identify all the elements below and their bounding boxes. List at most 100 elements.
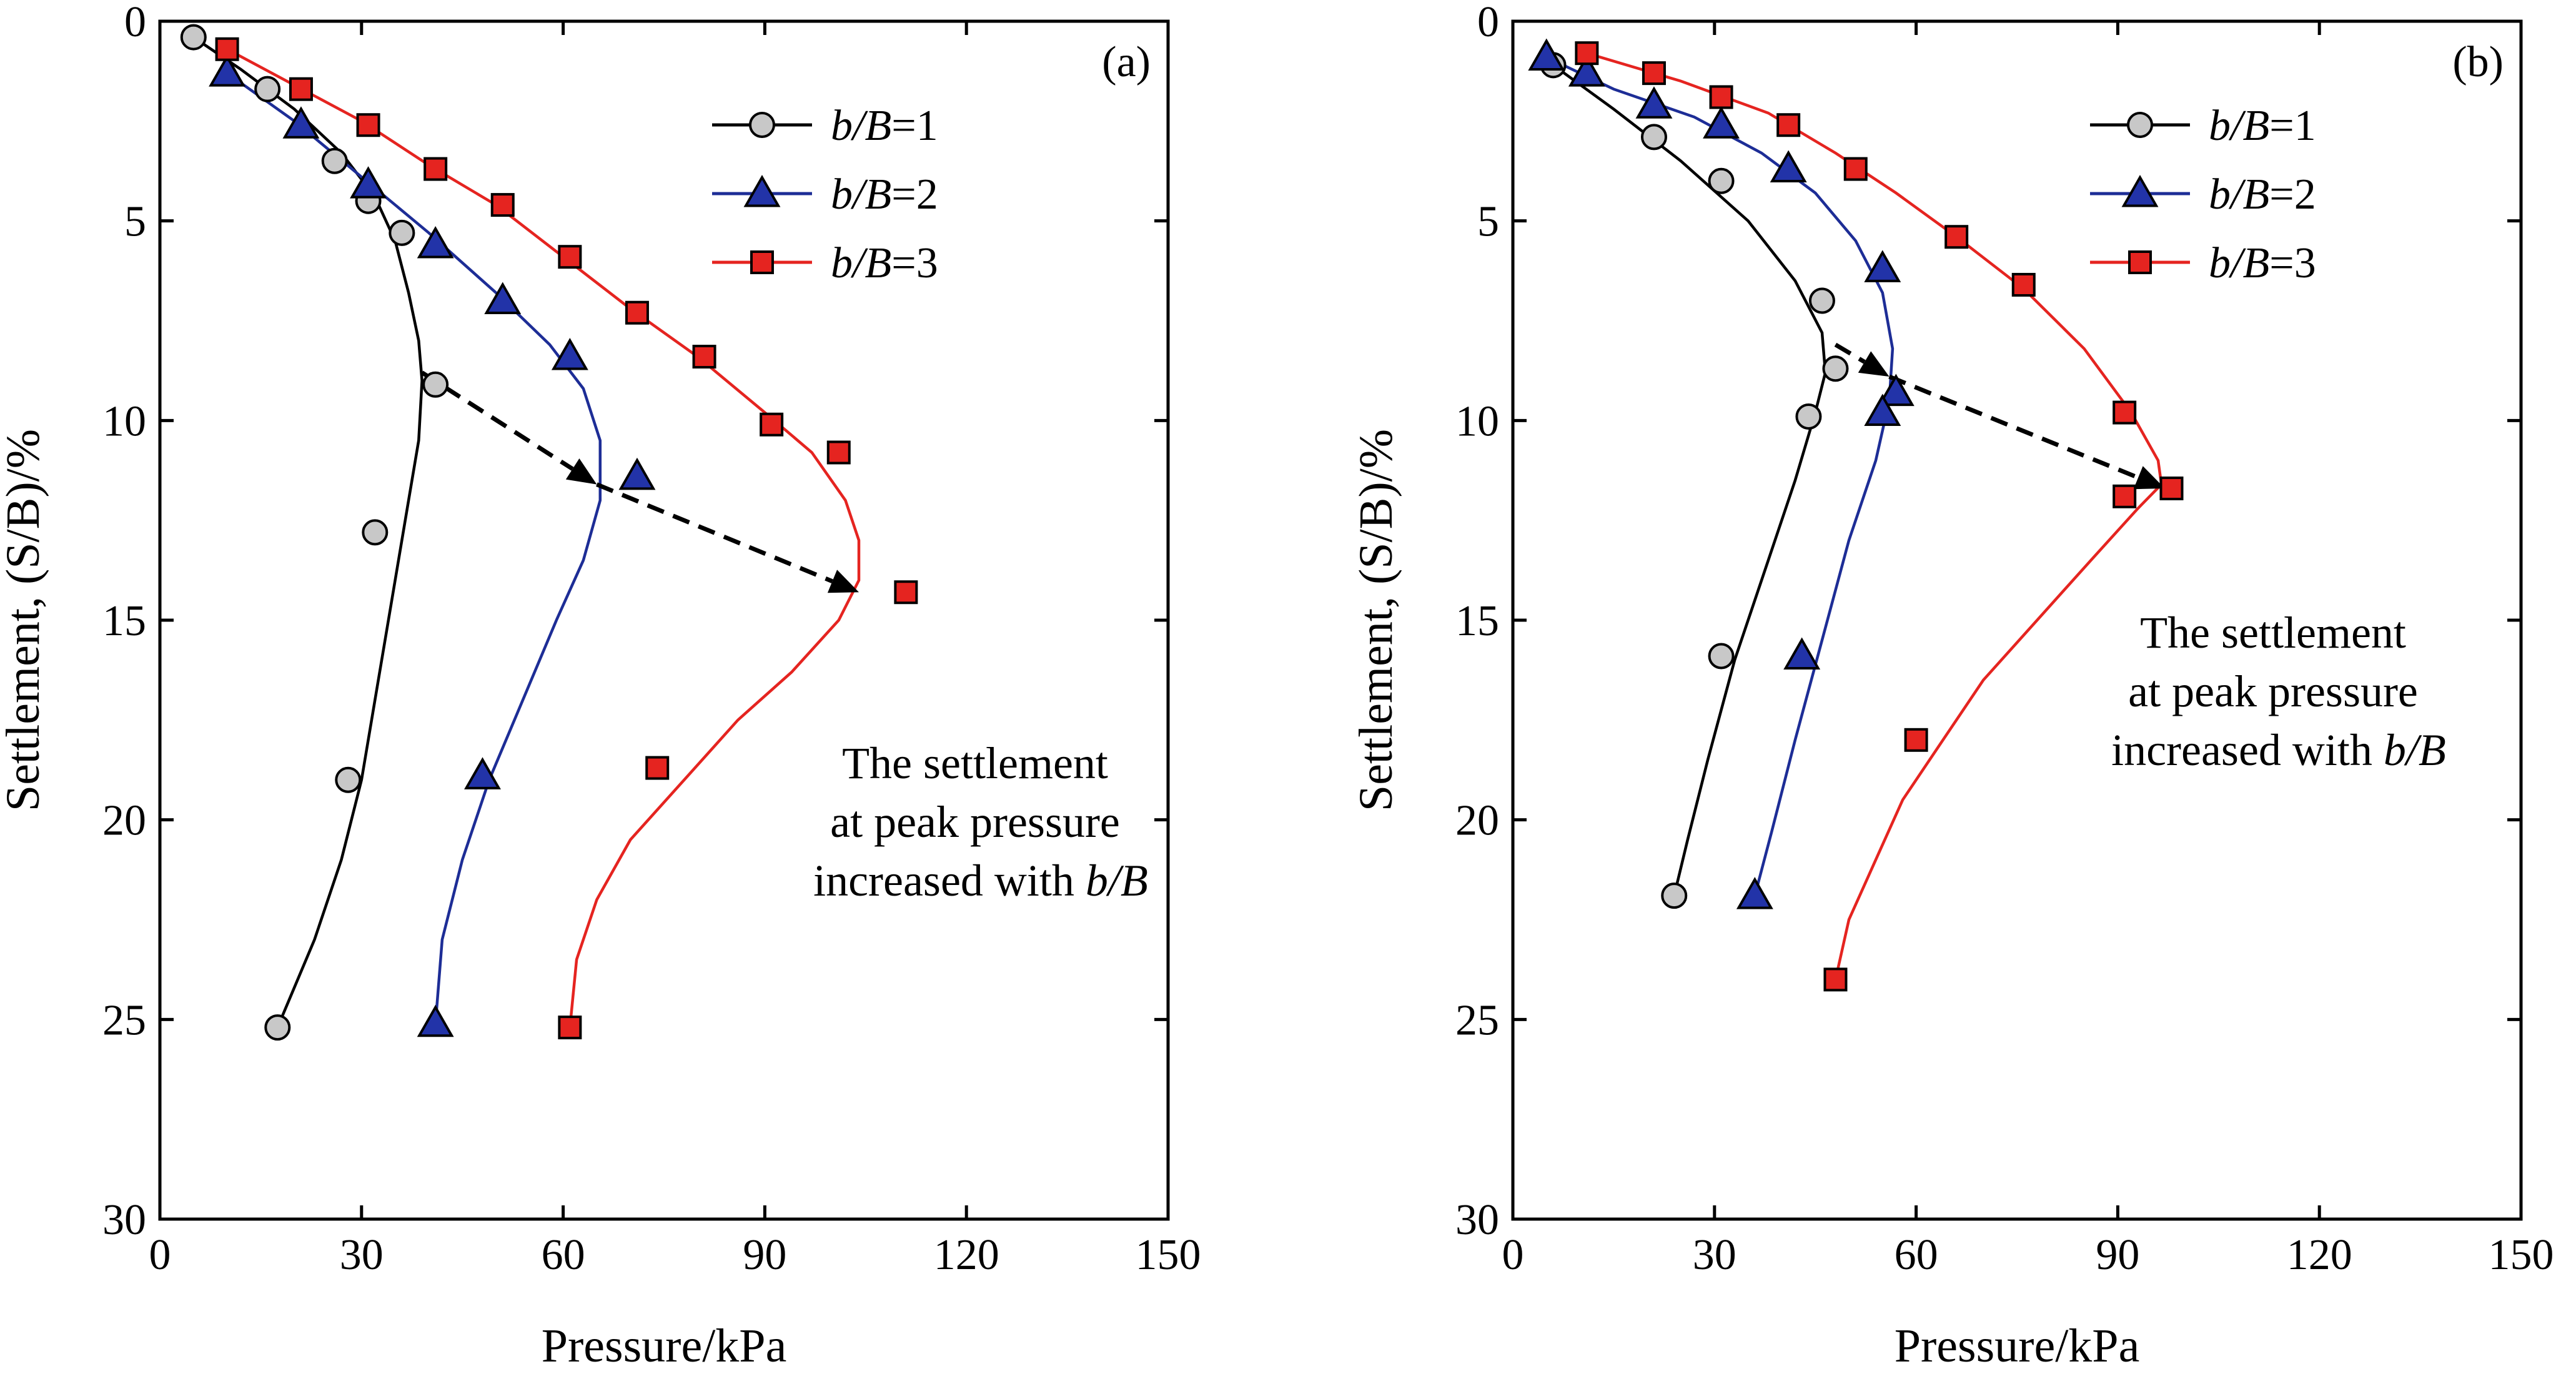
- data-point-triangle: [551, 338, 588, 370]
- x-tick-label: 60: [1895, 1231, 1938, 1279]
- legend: b/B=1 b/B=2 b/B=3: [2090, 102, 2316, 287]
- data-point-square: [2113, 484, 2137, 508]
- trend-arrows: [1834, 342, 2165, 490]
- data-point-square: [289, 77, 313, 101]
- y-axis-label: Settlement, (S/B)/%: [1350, 429, 1402, 811]
- annotation-text: The settlement at peak pressure increase…: [813, 738, 1148, 906]
- legend-label: b/B=2: [2209, 171, 2316, 219]
- y-tick-label: 5: [1477, 198, 1499, 246]
- data-point-triangle: [1635, 86, 1673, 119]
- data-point-square: [215, 37, 239, 61]
- data-point-square: [826, 440, 851, 465]
- y-tick-label: 15: [102, 597, 146, 645]
- y-tick-label: 20: [102, 797, 146, 845]
- data-point-square: [1642, 61, 1666, 86]
- data-point-triangle: [618, 457, 656, 490]
- y-tick-label: 0: [124, 0, 146, 46]
- x-axis-label: Pressure/kPa: [542, 1320, 787, 1372]
- fit-curves: [192, 36, 861, 1028]
- legend-label-var: b/B: [831, 171, 891, 219]
- trend-arrow-head: [565, 458, 597, 485]
- data-point-circle: [321, 147, 348, 174]
- y-tick-label: 10: [102, 397, 146, 445]
- legend-label-value: =3: [891, 239, 938, 287]
- data-point-square: [1709, 85, 1733, 109]
- trend-arrow-head: [2133, 466, 2165, 490]
- data-point-square: [692, 345, 716, 369]
- y-tick-label: 25: [102, 996, 146, 1044]
- data-point-triangle: [209, 54, 246, 87]
- data-point-square: [760, 412, 784, 437]
- plot-frame: [158, 19, 1170, 1221]
- x-tick-label: 30: [340, 1231, 384, 1279]
- y-tick-label: 10: [1455, 397, 1499, 445]
- data-point-circle: [180, 24, 207, 51]
- x-tick-label: 90: [743, 1231, 786, 1279]
- data-point-square: [2159, 477, 2184, 501]
- data-point-circle: [422, 371, 449, 398]
- data-point-triangle: [1703, 106, 1740, 139]
- data-point-triangle: [1770, 150, 1807, 183]
- x-tick-label: 0: [1502, 1231, 1524, 1279]
- data-point-triangle: [1568, 54, 1605, 87]
- legend-label: b/B=3: [2209, 239, 2316, 287]
- legend-label-value: =1: [891, 102, 938, 150]
- x-tick-label: 0: [149, 1231, 171, 1279]
- x-tick-label: 120: [2287, 1231, 2352, 1279]
- data-point-triangle: [484, 282, 522, 315]
- data-point-square: [1904, 728, 1928, 752]
- legend-label-value: =3: [2269, 239, 2316, 287]
- legend-marker-square: [2128, 250, 2152, 274]
- legend-label-value: =2: [891, 171, 938, 219]
- annotation-line-2: at peak pressure: [2128, 666, 2418, 716]
- data-point-triangle: [350, 166, 387, 199]
- fit-curve-circle: [192, 36, 424, 1028]
- x-axis-ticks: 0 30 60 90 120 150: [149, 21, 1201, 1279]
- data-point-square: [424, 157, 448, 181]
- data-point-circle: [1708, 643, 1735, 670]
- data-point-triangle: [282, 106, 320, 139]
- data-point-square: [1823, 967, 1848, 992]
- x-tick-label: 30: [1693, 1231, 1736, 1279]
- legend-marker-circle: [749, 112, 775, 138]
- x-tick-label: 120: [934, 1231, 999, 1279]
- y-axis-ticks: 0 5 10 15 20 25 30: [102, 0, 1168, 1244]
- data-point-triangle: [1877, 373, 1915, 407]
- data-point-triangle: [1736, 877, 1773, 909]
- data-point-triangle: [464, 757, 501, 789]
- data-point-square: [645, 756, 670, 780]
- data-point-circle: [1640, 124, 1667, 151]
- x-tick-label: 150: [1136, 1231, 1201, 1279]
- data-point-circle: [1822, 355, 1849, 382]
- data-point-circle: [254, 76, 281, 102]
- y-tick-label: 25: [1455, 996, 1499, 1044]
- x-axis-ticks: 0 30 60 90 120 150: [1502, 21, 2554, 1279]
- fit-curve-circle: [1552, 64, 1827, 896]
- legend-label-var: b/B: [2209, 171, 2269, 219]
- data-point-square: [1944, 225, 1969, 249]
- annotation-line-2: at peak pressure: [830, 797, 1120, 847]
- legend-label-var: b/B: [831, 102, 891, 150]
- legend-label-value: =1: [2269, 102, 2316, 150]
- data-point-square: [894, 580, 918, 605]
- annotation-line-3: increased with: [813, 856, 1086, 906]
- x-tick-label: 60: [542, 1231, 585, 1279]
- data-point-triangle: [417, 1004, 454, 1037]
- legend-label: b/B=1: [831, 102, 938, 150]
- x-axis-label: Pressure/kPa: [1895, 1320, 2140, 1372]
- panel-label: (b): [2452, 38, 2504, 86]
- data-point-square: [356, 113, 380, 137]
- y-axis-ticks: 0 5 10 15 20 25 30: [1455, 0, 2521, 1244]
- y-tick-label: 5: [124, 198, 146, 246]
- y-tick-label: 0: [1477, 0, 1499, 46]
- y-tick-label: 20: [1455, 797, 1499, 845]
- data-point-square: [2113, 400, 2137, 425]
- trend-arrow-head: [827, 570, 859, 593]
- legend-label-var: b/B: [831, 239, 891, 287]
- data-point-square: [1843, 157, 1868, 181]
- data-point-circle: [1795, 403, 1822, 430]
- fit-curve-triangle: [226, 72, 602, 1024]
- legend-marker-triangle: [2121, 174, 2159, 207]
- fit-curves: [1545, 51, 2163, 980]
